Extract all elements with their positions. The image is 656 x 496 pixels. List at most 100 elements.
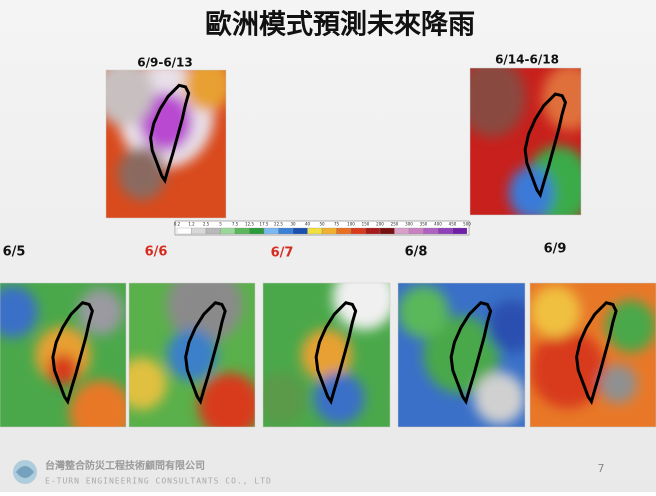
colorbar-swatch (321, 227, 337, 235)
rain-map (530, 283, 656, 427)
colorbar-label: 300 (405, 222, 413, 227)
colorbar-swatch (408, 227, 424, 235)
rain-area (313, 372, 365, 425)
rain-area (508, 166, 554, 215)
rain-area (118, 146, 166, 201)
rain-area (166, 329, 218, 381)
company-name-en: E-TURN ENGINEERING CONSULTANTS CO., LTD (45, 477, 272, 486)
company-name: 台灣整合防災工程技術顧問有限公司 (45, 459, 205, 472)
rain-area (106, 70, 154, 126)
rain-area (198, 373, 255, 427)
colorbar-swatch (307, 227, 323, 235)
rain-map (106, 70, 226, 218)
page-number: 7 (598, 462, 605, 475)
taiwan-outline (51, 301, 94, 406)
rain-area (398, 285, 449, 338)
colorbar-label: 1.2 (188, 222, 195, 227)
map-label: 6/7 (271, 246, 294, 261)
rain-area (605, 300, 656, 353)
colorbar-label: 500 (463, 222, 471, 227)
colorbar-label: 30 (290, 222, 296, 227)
logo (13, 460, 37, 484)
rain-map (263, 283, 390, 427)
rain-area (486, 300, 525, 353)
rain-area (263, 372, 308, 425)
colorbar-swatch (423, 227, 439, 235)
rain-area (69, 380, 126, 427)
colorbar-swatch (336, 227, 352, 235)
map-label: 6/6 (145, 245, 168, 260)
map-border (397, 282, 526, 428)
rain-map (0, 283, 126, 427)
taiwan-outline (184, 301, 227, 406)
rain-map (398, 283, 525, 427)
colorbar-label: 0.2 (174, 222, 181, 227)
slide-title: 歐洲模式預測未來降雨 (205, 10, 475, 41)
map-border (469, 67, 582, 216)
colorbar-swatch (292, 227, 308, 235)
map-label: 6/5 (3, 245, 26, 260)
colorbar-swatch (452, 227, 468, 235)
colorbar-swatch (205, 227, 221, 235)
colorbar-swatch (365, 227, 381, 235)
maps (0, 67, 656, 428)
colorbar-swatch (379, 227, 395, 235)
map-border (529, 282, 656, 428)
colorbar-swatch (191, 227, 207, 235)
rain-field (106, 70, 226, 201)
colorbar-label: 17.5 (260, 222, 269, 227)
map-label: 6/9-6/13 (137, 56, 193, 70)
rain-area (332, 283, 390, 330)
colorbar-swatch (350, 227, 366, 235)
taiwan-outline (149, 83, 191, 185)
taiwan-outline (314, 301, 358, 406)
colorbar-label: 12.5 (245, 222, 254, 227)
rain-map (470, 68, 581, 215)
colorbar-label: 5 (219, 222, 222, 227)
rain-area (470, 68, 526, 138)
rain-area (129, 357, 167, 410)
rain-area (423, 316, 500, 394)
colorbar-swatch (249, 227, 265, 235)
colorbar-swatch (437, 227, 453, 235)
colorbar-label: 75 (334, 222, 340, 227)
rain-area (78, 288, 124, 336)
colorbar-label: 450 (449, 222, 457, 227)
rain-area (474, 372, 525, 425)
colorbar-swatch (220, 227, 236, 235)
map-label: 6/8 (405, 245, 428, 260)
map-border (128, 282, 256, 428)
colorbar-label: 150 (362, 222, 370, 227)
taiwan-outline (523, 92, 568, 199)
map-border (0, 282, 127, 428)
colorbar-label: 250 (391, 222, 399, 227)
rain-area (139, 92, 193, 152)
colorbar: 0.2 1.2 2.5 5 7.5 12.5 17.5 22.5 30 40 50 75 100 150 2… (174, 220, 471, 236)
map-border (262, 282, 391, 428)
map-border (105, 69, 227, 219)
colorbar-swatch (263, 227, 279, 235)
rain-field (470, 68, 581, 215)
rain-area (530, 285, 581, 338)
taiwan-outline (449, 301, 493, 406)
colorbar-label: 100 (347, 222, 355, 227)
taiwan-outline (575, 301, 618, 406)
rain-area (0, 285, 38, 338)
map-label: 6/14-6/18 (495, 53, 559, 67)
colorbar-label: 50 (319, 222, 325, 227)
colorbar-swatch (176, 227, 192, 235)
map-label: 6/9 (544, 242, 567, 257)
colorbar-label: 350 (420, 222, 428, 227)
colorbar-swatch (278, 227, 294, 235)
colorbar-label: 40 (305, 222, 311, 227)
rain-area (47, 353, 79, 385)
colorbar-label: 7.5 (232, 222, 239, 227)
colorbar-label: 400 (434, 222, 442, 227)
colorbar-label: 22.5 (274, 222, 283, 227)
rain-area (184, 70, 226, 112)
colorbar-swatch (234, 227, 250, 235)
rain-map (129, 283, 255, 427)
rain-area (599, 364, 638, 404)
colorbar-swatch (394, 227, 410, 235)
